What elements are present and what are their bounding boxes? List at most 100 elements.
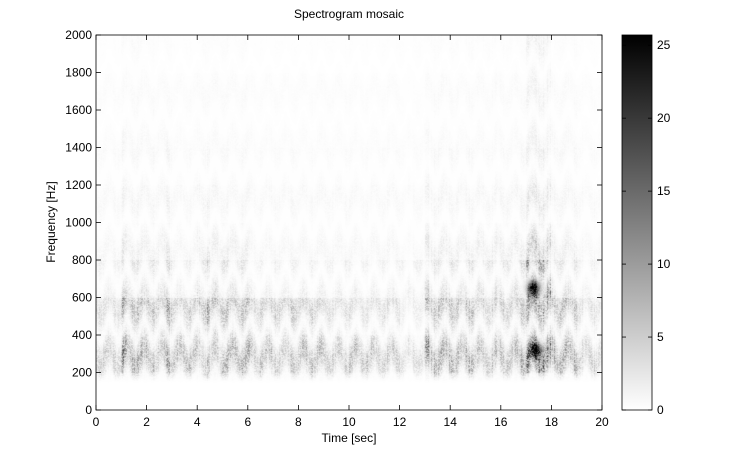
heatmap-cell bbox=[147, 260, 172, 298]
heatmap-cell bbox=[374, 260, 399, 298]
heatmap-cell bbox=[324, 298, 349, 336]
y-tick-label: 600 bbox=[72, 291, 92, 305]
heatmap-cell bbox=[273, 223, 298, 261]
heatmap-cell bbox=[324, 148, 349, 186]
heatmap-cell bbox=[223, 35, 248, 73]
x-tick-label: 20 bbox=[595, 415, 609, 429]
heatmap-cell bbox=[374, 73, 399, 111]
heatmap-cell bbox=[425, 335, 450, 373]
heatmap-cell bbox=[526, 35, 551, 73]
y-tick-label: 400 bbox=[72, 328, 92, 342]
heatmap-cell bbox=[172, 185, 197, 223]
heatmap-cell bbox=[147, 73, 172, 111]
heatmap-cell bbox=[197, 73, 222, 111]
heatmap-cell bbox=[298, 223, 323, 261]
heatmap-cell bbox=[374, 110, 399, 148]
x-tick-label: 4 bbox=[194, 415, 201, 429]
heatmap-cell bbox=[223, 185, 248, 223]
colorbar-tick-label: 5 bbox=[657, 330, 664, 344]
heatmap-cell bbox=[349, 185, 374, 223]
heatmap-cell bbox=[248, 223, 273, 261]
heatmap-cell bbox=[273, 73, 298, 111]
heatmap-cell bbox=[450, 298, 475, 336]
y-axis-label: Frequency [Hz] bbox=[44, 181, 58, 262]
heatmap-cell bbox=[273, 260, 298, 298]
heatmap-cell bbox=[526, 373, 551, 411]
heatmap-cell bbox=[476, 148, 501, 186]
heatmap-cell bbox=[223, 73, 248, 111]
heatmap-cell bbox=[121, 223, 146, 261]
heatmap-cell bbox=[298, 260, 323, 298]
heatmap-cell bbox=[577, 298, 602, 336]
heatmap-cell bbox=[96, 298, 121, 336]
colorbar bbox=[621, 34, 653, 411]
heatmap-cell bbox=[450, 35, 475, 73]
x-tick-label: 16 bbox=[494, 415, 508, 429]
y-tick-label: 1200 bbox=[65, 178, 92, 192]
x-tick-label: 12 bbox=[393, 415, 407, 429]
heatmap-cell bbox=[400, 260, 425, 298]
heatmap-cell bbox=[121, 260, 146, 298]
heatmap-cell bbox=[298, 298, 323, 336]
heatmap-cell bbox=[96, 110, 121, 148]
colorbar-tick-label: 10 bbox=[657, 257, 671, 271]
heatmap-cell bbox=[96, 148, 121, 186]
chart-title: Spectrogram mosaic bbox=[294, 7, 404, 21]
heatmap-cell bbox=[450, 335, 475, 373]
heatmap-cell bbox=[96, 335, 121, 373]
heatmap-cell bbox=[298, 35, 323, 73]
heatmap-cell bbox=[172, 35, 197, 73]
heatmap-cell bbox=[96, 73, 121, 111]
heatmap-cell bbox=[172, 260, 197, 298]
heatmap-cell bbox=[223, 148, 248, 186]
heatmap-cell bbox=[400, 223, 425, 261]
heatmap-cell bbox=[298, 110, 323, 148]
y-tick-label: 1600 bbox=[65, 103, 92, 117]
heatmap-cell bbox=[349, 335, 374, 373]
heatmap-cell bbox=[526, 260, 551, 298]
spectrogram-image bbox=[96, 35, 602, 410]
heatmap-cell bbox=[577, 260, 602, 298]
heatmap-cell bbox=[551, 223, 576, 261]
heatmap-cell bbox=[400, 373, 425, 411]
heatmap-cell bbox=[501, 335, 526, 373]
x-tick-label: 8 bbox=[295, 415, 302, 429]
heatmap-cell bbox=[425, 185, 450, 223]
heatmap-cell bbox=[551, 335, 576, 373]
heatmap-cell bbox=[96, 35, 121, 73]
heatmap-cell bbox=[374, 373, 399, 411]
heatmap-cell bbox=[551, 35, 576, 73]
x-ticks: 0 2 4 6 8 10 12 14 16 18 20 bbox=[93, 35, 609, 429]
heatmap-cell bbox=[450, 110, 475, 148]
y-tick-label: 800 bbox=[72, 253, 92, 267]
heatmap-cell bbox=[197, 260, 222, 298]
heatmap-cell bbox=[577, 35, 602, 73]
heatmap-cell bbox=[121, 35, 146, 73]
heatmap-cell bbox=[121, 298, 146, 336]
heatmap-cell bbox=[450, 185, 475, 223]
y-tick-label: 2000 bbox=[65, 28, 92, 42]
heatmap-cell bbox=[273, 35, 298, 73]
heatmap-cell bbox=[577, 185, 602, 223]
heatmap-cell bbox=[223, 335, 248, 373]
heatmap-cell bbox=[476, 35, 501, 73]
heatmap-cell bbox=[476, 73, 501, 111]
heatmap-cell bbox=[400, 298, 425, 336]
heatmap-cell bbox=[374, 148, 399, 186]
heatmap-cell bbox=[248, 73, 273, 111]
plot-frame bbox=[95, 34, 603, 411]
heatmap-cell bbox=[121, 335, 146, 373]
heatmap-cell bbox=[223, 298, 248, 336]
heatmap-cell bbox=[197, 335, 222, 373]
heatmap-cell bbox=[374, 298, 399, 336]
heatmap-cell bbox=[526, 73, 551, 111]
colorbar-ticks: 0 5 10 15 20 25 bbox=[622, 38, 671, 417]
heatmap-cell bbox=[248, 110, 273, 148]
heatmap-cell bbox=[324, 35, 349, 73]
heatmap-cell bbox=[526, 185, 551, 223]
heatmap-cell bbox=[425, 260, 450, 298]
heatmap-cell bbox=[172, 373, 197, 411]
heatmap-cell bbox=[273, 373, 298, 411]
heatmap-cell bbox=[374, 185, 399, 223]
heatmap-cell bbox=[324, 223, 349, 261]
